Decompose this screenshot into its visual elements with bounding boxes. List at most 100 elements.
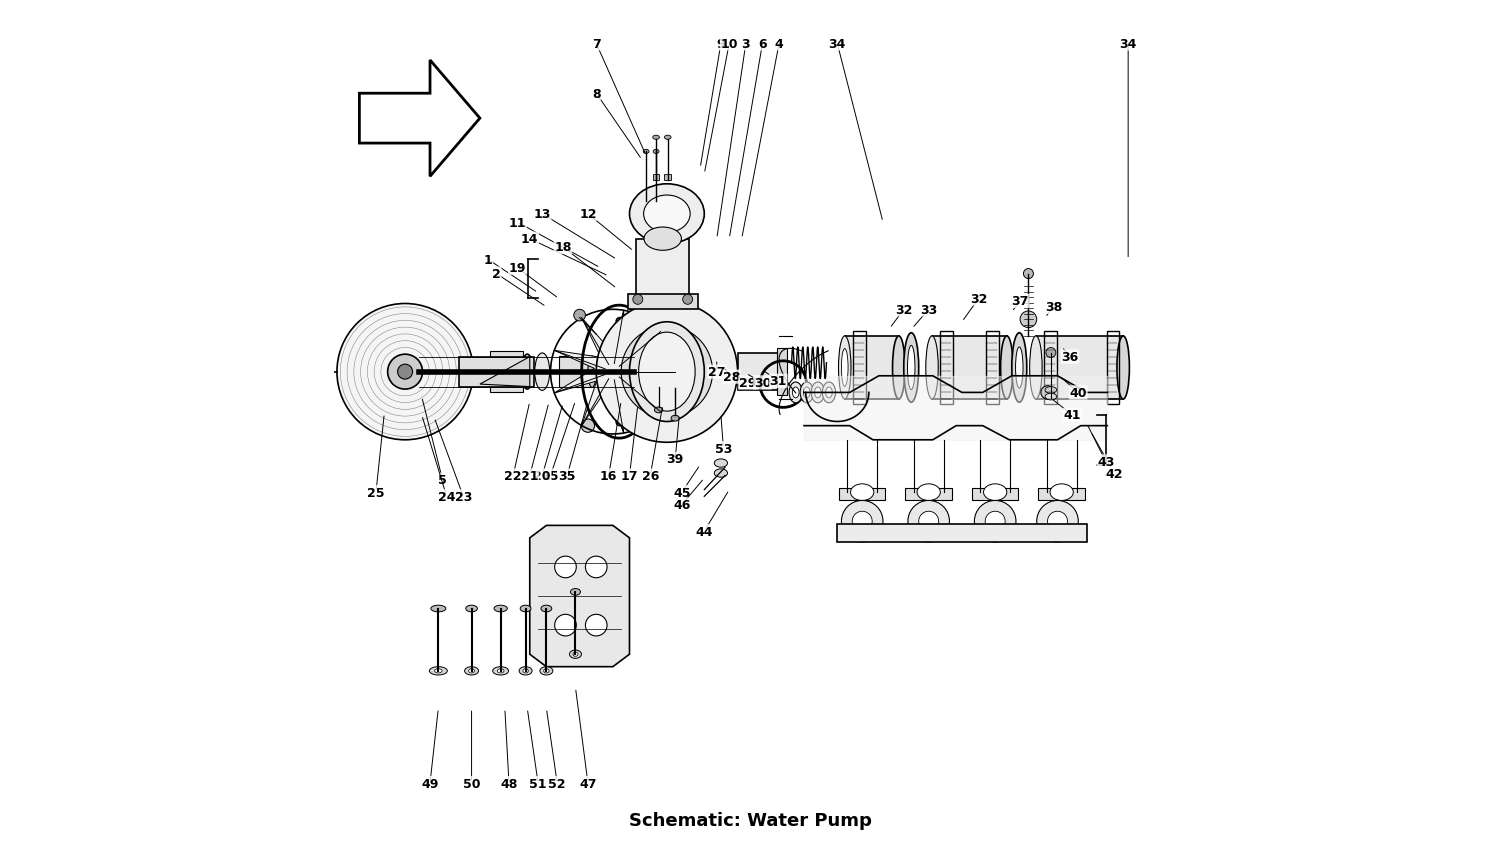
Text: 44: 44 (696, 525, 712, 538)
Ellipse shape (1046, 394, 1056, 400)
Ellipse shape (812, 382, 825, 403)
Text: 28: 28 (723, 371, 741, 384)
Ellipse shape (644, 196, 690, 233)
Bar (1036, 337, 1124, 399)
Text: 52: 52 (549, 776, 566, 790)
Ellipse shape (429, 667, 447, 675)
Ellipse shape (839, 337, 850, 399)
Ellipse shape (519, 667, 532, 675)
Text: 17: 17 (621, 469, 638, 483)
Circle shape (666, 327, 676, 338)
Ellipse shape (540, 667, 554, 675)
Bar (972, 489, 1018, 500)
Circle shape (621, 327, 712, 418)
Ellipse shape (1016, 348, 1023, 388)
Text: 49: 49 (422, 776, 438, 790)
Ellipse shape (904, 333, 918, 403)
Text: 32: 32 (970, 293, 987, 306)
Bar (738, 354, 783, 391)
Circle shape (387, 354, 423, 390)
Ellipse shape (714, 469, 728, 478)
Ellipse shape (714, 459, 728, 468)
Text: 39: 39 (666, 453, 684, 466)
Ellipse shape (664, 136, 670, 140)
Text: 13: 13 (534, 208, 550, 221)
Circle shape (338, 304, 472, 441)
Text: 4: 4 (774, 38, 783, 51)
Text: 11: 11 (509, 216, 526, 230)
Text: 36: 36 (1062, 351, 1078, 364)
Ellipse shape (1000, 337, 1012, 399)
Circle shape (986, 511, 1005, 532)
Text: 10: 10 (720, 38, 738, 51)
Ellipse shape (639, 333, 694, 412)
Ellipse shape (542, 605, 552, 612)
Text: 14: 14 (520, 233, 538, 246)
Text: 19: 19 (509, 262, 526, 275)
Bar (1038, 489, 1084, 500)
Ellipse shape (468, 669, 474, 674)
Text: 26: 26 (642, 469, 658, 483)
Circle shape (682, 295, 693, 305)
Ellipse shape (792, 387, 800, 398)
Bar (459, 357, 534, 387)
Text: 30: 30 (754, 376, 771, 389)
Ellipse shape (800, 382, 813, 403)
Ellipse shape (789, 382, 802, 403)
Text: 42: 42 (1106, 467, 1124, 480)
Ellipse shape (670, 416, 680, 422)
Ellipse shape (815, 387, 821, 398)
Circle shape (598, 357, 628, 387)
Text: 32: 32 (896, 304, 912, 316)
Ellipse shape (822, 382, 836, 403)
Circle shape (975, 500, 1016, 543)
Circle shape (555, 556, 576, 578)
Text: 48: 48 (501, 776, 518, 790)
Circle shape (852, 511, 871, 532)
Text: 53: 53 (714, 442, 732, 455)
Text: 6: 6 (758, 38, 766, 51)
Ellipse shape (652, 150, 658, 154)
Ellipse shape (804, 387, 810, 398)
Circle shape (666, 407, 676, 417)
Circle shape (1047, 511, 1068, 532)
Bar (560, 356, 592, 388)
Text: 9: 9 (717, 38, 724, 51)
Text: 1: 1 (484, 254, 492, 267)
Bar (664, 175, 670, 181)
Ellipse shape (1013, 333, 1028, 403)
Text: 27: 27 (708, 365, 726, 379)
Circle shape (918, 511, 939, 532)
Text: 43: 43 (1096, 456, 1114, 468)
Bar (628, 295, 698, 310)
Text: 50: 50 (464, 776, 480, 790)
Bar (652, 175, 660, 181)
Bar (839, 489, 885, 500)
Ellipse shape (630, 185, 705, 245)
Ellipse shape (465, 667, 478, 675)
Bar (837, 524, 1086, 543)
Bar (906, 489, 952, 500)
Circle shape (648, 354, 686, 391)
Bar (777, 349, 788, 396)
Text: 37: 37 (1011, 295, 1029, 308)
Ellipse shape (570, 650, 582, 658)
Circle shape (574, 310, 585, 322)
Bar (1107, 332, 1119, 404)
Text: 5: 5 (438, 473, 447, 487)
Ellipse shape (573, 652, 578, 657)
Circle shape (1041, 387, 1054, 399)
Bar (844, 337, 898, 399)
Circle shape (633, 295, 644, 305)
Circle shape (555, 614, 576, 636)
Ellipse shape (524, 669, 528, 674)
Text: 35: 35 (558, 469, 576, 483)
Text: 23: 23 (454, 490, 472, 503)
Polygon shape (555, 311, 675, 434)
Text: 40: 40 (1070, 387, 1088, 399)
Ellipse shape (520, 605, 531, 612)
Circle shape (585, 614, 608, 636)
Text: 21: 21 (520, 469, 538, 483)
Ellipse shape (850, 484, 874, 500)
Text: 45: 45 (674, 486, 690, 499)
